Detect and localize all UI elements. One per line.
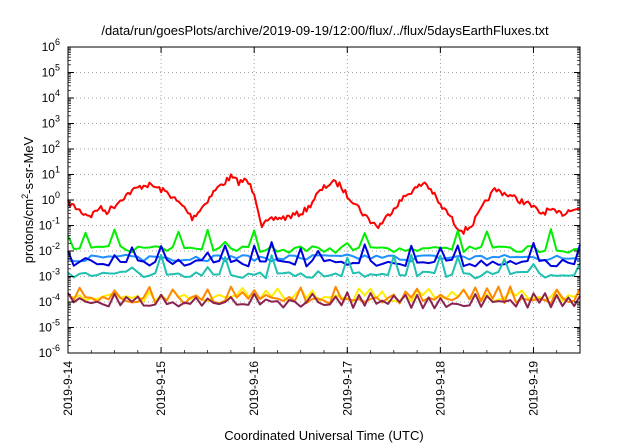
series-layer — [67, 173, 581, 310]
x-tick-label: 2019-9-17 — [340, 361, 354, 416]
y-tick-label: 105 — [42, 63, 60, 80]
series-line-7 — [67, 291, 581, 310]
y-tick-label: 10-1 — [39, 216, 60, 233]
y-tick-label: 10-3 — [39, 267, 60, 284]
series-line-4 — [67, 253, 581, 280]
grid — [68, 47, 580, 353]
y-tick-label: 102 — [42, 139, 60, 156]
y-tick-label: 106 — [42, 37, 60, 54]
x-axis-title: Coordinated Universal Time (UTC) — [224, 428, 423, 443]
x-tick-label: 2019-9-19 — [526, 361, 540, 416]
y-tick-label: 103 — [42, 114, 60, 131]
y-tick-label: 101 — [42, 165, 60, 182]
y-tick-label: 10-5 — [39, 318, 60, 335]
y-axis-title: protons/cm2-s-sr-MeV — [20, 136, 36, 263]
y-tick-label: 100 — [42, 190, 60, 207]
series-line-3 — [67, 241, 581, 268]
y-tick-label: 10-2 — [39, 241, 60, 258]
x-tick-label: 2019-9-14 — [61, 361, 75, 416]
series-line-6 — [67, 285, 581, 305]
y-tick-label: 10-4 — [39, 292, 60, 309]
chart-title: /data/run/goesPlots/archive/2019-09-19/1… — [101, 23, 549, 38]
x-axis: 2019-9-14 2019-9-15 2019-9-16 2019-9-17 2019… — [61, 47, 581, 416]
series-line-1 — [67, 228, 581, 254]
series-line-0 — [67, 173, 581, 235]
x-tick-label: 2019-9-16 — [247, 361, 261, 416]
y-axis: 10-6 10-5 10-4 10-3 10-2 10-1 100 101 102 103 104 1… — [39, 37, 580, 360]
series-line-2 — [67, 253, 581, 263]
x-tick-label: 2019-9-15 — [154, 361, 168, 416]
y-tick-label: 104 — [42, 88, 60, 105]
y-tick-label: 10-6 — [39, 343, 60, 360]
x-tick-label: 2019-9-18 — [433, 361, 447, 416]
